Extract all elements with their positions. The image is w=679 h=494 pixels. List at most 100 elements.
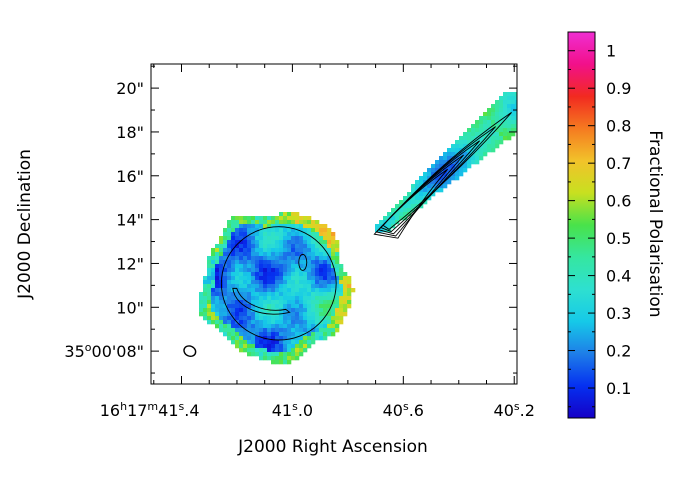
- heatmap-cell: [267, 304, 272, 309]
- heatmap-cell: [299, 224, 304, 229]
- heatmap-cell: [227, 232, 232, 237]
- heatmap-cell: [283, 284, 288, 289]
- heatmap-cell: [211, 276, 216, 281]
- heatmap-cell: [499, 132, 504, 137]
- heatmap-cell: [291, 348, 296, 353]
- heatmap-cell: [311, 256, 316, 261]
- colorbar-tick-label: 0.3: [606, 304, 631, 323]
- heatmap-cell: [283, 264, 288, 269]
- heatmap-cell: [239, 256, 244, 261]
- heatmap-cell: [243, 332, 248, 337]
- heatmap-cell: [315, 264, 320, 269]
- heatmap-cell: [247, 332, 252, 337]
- heatmap-cell: [303, 340, 308, 345]
- colorbar-label: Fractional Polarisation: [645, 130, 665, 317]
- heatmap-cell: [419, 204, 424, 209]
- heatmap-cell: [391, 216, 396, 221]
- heatmap-cell: [263, 224, 268, 229]
- heatmap-cell: [315, 336, 320, 341]
- heatmap-cell: [307, 268, 312, 273]
- y-tick-label: 12": [116, 254, 144, 273]
- heatmap-cell: [467, 164, 472, 169]
- heatmap-cell: [251, 216, 256, 221]
- heatmap-cell: [447, 164, 452, 169]
- heatmap-cell: [239, 252, 244, 257]
- heatmap-cell: [299, 288, 304, 293]
- heatmap-cell: [279, 228, 284, 233]
- heatmap-cell: [251, 256, 256, 261]
- heatmap-cell: [319, 256, 324, 261]
- heatmap-cell: [319, 276, 324, 281]
- heatmap-cell: [483, 128, 488, 133]
- heatmap-cell: [235, 252, 240, 257]
- heatmap-cell: [335, 264, 340, 269]
- heatmap-cell: [247, 344, 252, 349]
- heatmap-cell: [239, 216, 244, 221]
- heatmap-cell: [271, 340, 276, 345]
- colorbar-axis: 0.1 0.2 0.3 0.4 0.5 0.6 0.7 0.8 0.9 1: [568, 31, 631, 408]
- heatmap-cell: [211, 248, 216, 253]
- heatmap-cell: [291, 300, 296, 305]
- colorbar-tick-label: 0.2: [606, 342, 631, 361]
- y-tick-label: 18": [116, 123, 144, 142]
- heatmap-cell: [287, 288, 292, 293]
- heatmap-cell: [343, 312, 348, 317]
- heatmap-cell: [499, 120, 504, 125]
- heatmap-cell: [503, 104, 508, 109]
- heatmap-cell: [279, 296, 284, 301]
- heatmap-cell: [455, 148, 460, 153]
- heatmap-cell: [307, 320, 312, 325]
- heatmap-cell: [283, 356, 288, 361]
- heatmap-cell: [227, 324, 232, 329]
- heatmap-cell: [271, 220, 276, 225]
- heatmap-cell: [503, 132, 508, 137]
- heatmap-cell: [411, 200, 416, 205]
- heatmap-cell: [219, 304, 224, 309]
- heatmap-cell: [227, 288, 232, 293]
- heatmap-cell: [299, 284, 304, 289]
- heatmap-cell: [327, 260, 332, 265]
- heatmap-cell: [311, 244, 316, 249]
- heatmap-cell: [287, 356, 292, 361]
- heatmap-cell: [227, 312, 232, 317]
- heatmap-cell: [299, 316, 304, 321]
- heatmap-cell: [319, 228, 324, 233]
- heatmap-cell: [495, 116, 500, 121]
- heatmap-cell: [315, 308, 320, 313]
- heatmap-cell: [275, 300, 280, 305]
- heatmap-cell: [247, 268, 252, 273]
- heatmap-cell: [295, 356, 300, 361]
- heatmap-cell: [231, 252, 236, 257]
- heatmap-cell: [295, 280, 300, 285]
- heatmap-cell: [307, 288, 312, 293]
- heatmap-cell: [215, 256, 220, 261]
- heatmap-cell: [267, 284, 272, 289]
- heatmap-cell: [279, 276, 284, 281]
- heatmap-cell: [319, 280, 324, 285]
- colorbar-tick-label: 0.5: [606, 229, 631, 248]
- heatmap-cell: [403, 216, 408, 221]
- heatmap-cell: [223, 280, 228, 285]
- heatmap-cell: [487, 128, 492, 133]
- heatmap-cell: [275, 244, 280, 249]
- heatmap-cell: [255, 268, 260, 273]
- heatmap-cell: [271, 268, 276, 273]
- heatmap-cell: [263, 252, 268, 257]
- heatmap-cell: [231, 284, 236, 289]
- heatmap-cell: [471, 160, 476, 165]
- heatmap-cell: [479, 128, 484, 133]
- heatmap-cell: [299, 216, 304, 221]
- heatmap-cell: [271, 304, 276, 309]
- heatmap-cell: [275, 236, 280, 241]
- heatmap-cell: [335, 320, 340, 325]
- heatmap-cell: [271, 284, 276, 289]
- heatmap-cell: [467, 136, 472, 141]
- heatmap-cell: [223, 316, 228, 321]
- heatmap-cell: [375, 228, 380, 233]
- heatmap-cell: [315, 320, 320, 325]
- heatmap-cell: [347, 276, 352, 281]
- heatmap-cell: [323, 312, 328, 317]
- heatmap-cell: [471, 148, 476, 153]
- heatmap-cell: [451, 152, 456, 157]
